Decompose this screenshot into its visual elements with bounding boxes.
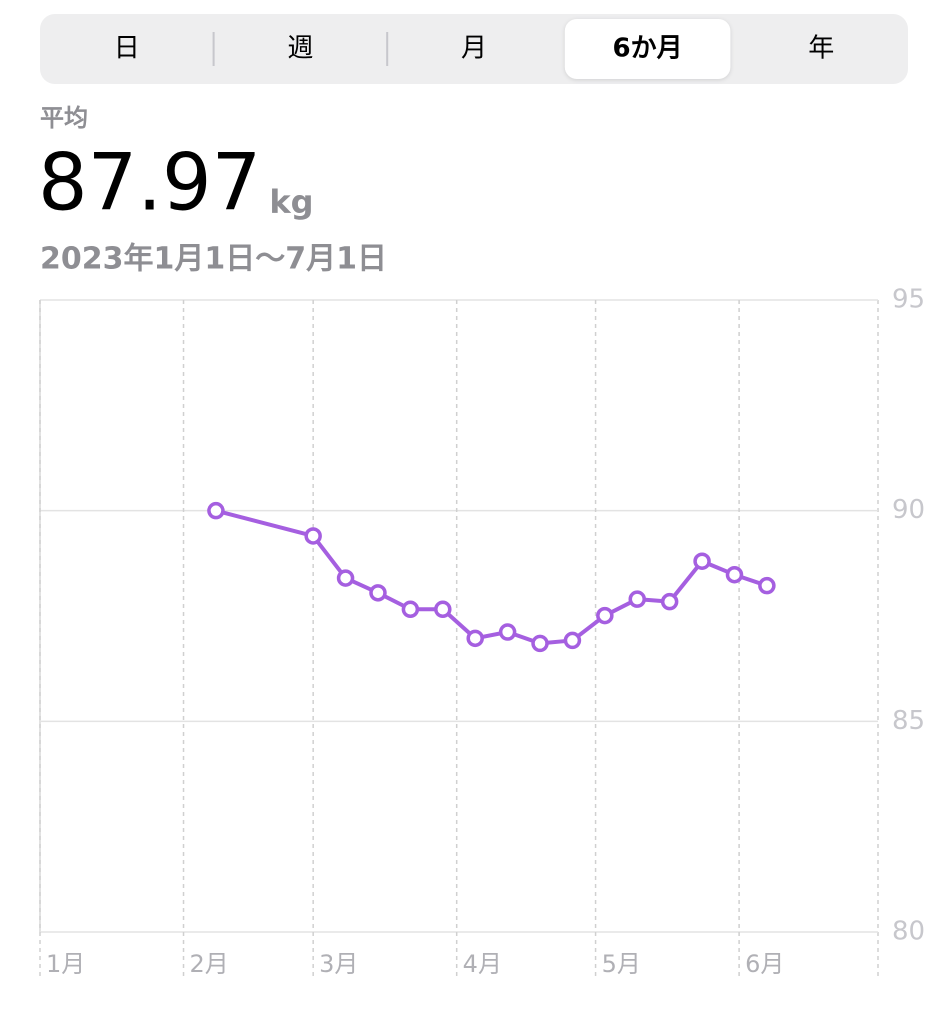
data-point <box>336 569 355 587</box>
segment-label[interactable]: 週 <box>287 34 313 64</box>
data-point <box>758 576 776 595</box>
data-line <box>215 508 768 646</box>
data-point <box>304 527 322 545</box>
data-point <box>434 600 452 619</box>
segment-selected <box>564 19 731 79</box>
data-point <box>660 592 679 611</box>
data-point <box>596 606 614 625</box>
data-point <box>725 565 744 584</box>
summary-unit: kg <box>269 183 313 221</box>
date-range: 2023年1月1日〜7月1日 <box>40 242 387 277</box>
plot: 80 85 90 95 1月 2月 3月 4月 5月 6月 <box>39 285 925 978</box>
data-point <box>369 584 387 602</box>
x-tick-label: 5月 <box>602 950 641 978</box>
segment-label[interactable]: 年 <box>808 34 834 64</box>
data-point <box>466 629 484 648</box>
data-point <box>531 634 549 653</box>
data-point <box>693 552 711 570</box>
segment-label[interactable]: 日 <box>114 34 140 64</box>
x-tick-label: 6月 <box>745 950 784 978</box>
data-point <box>207 501 225 520</box>
segment-label[interactable]: 6か月 <box>613 34 683 64</box>
segments: 日 週 月 6か月 年 <box>114 19 834 79</box>
x-tick-label: 2月 <box>190 950 229 978</box>
summary-value: 87.97 <box>38 138 261 228</box>
data-point <box>563 631 582 650</box>
data-point <box>401 600 420 619</box>
summary-label: 平均 <box>40 104 88 132</box>
y-tick-label: 85 <box>892 706 925 736</box>
data-point <box>628 590 646 608</box>
data-point <box>498 623 517 641</box>
y-tick-label: 90 <box>892 495 925 525</box>
segment-label[interactable]: 月 <box>461 34 487 64</box>
x-tick-label: 3月 <box>319 950 358 978</box>
y-tick-label: 95 <box>892 285 925 315</box>
x-tick-label: 1月 <box>46 950 85 978</box>
x-tick-label: 4月 <box>463 950 502 978</box>
y-tick-label: 80 <box>892 917 925 947</box>
